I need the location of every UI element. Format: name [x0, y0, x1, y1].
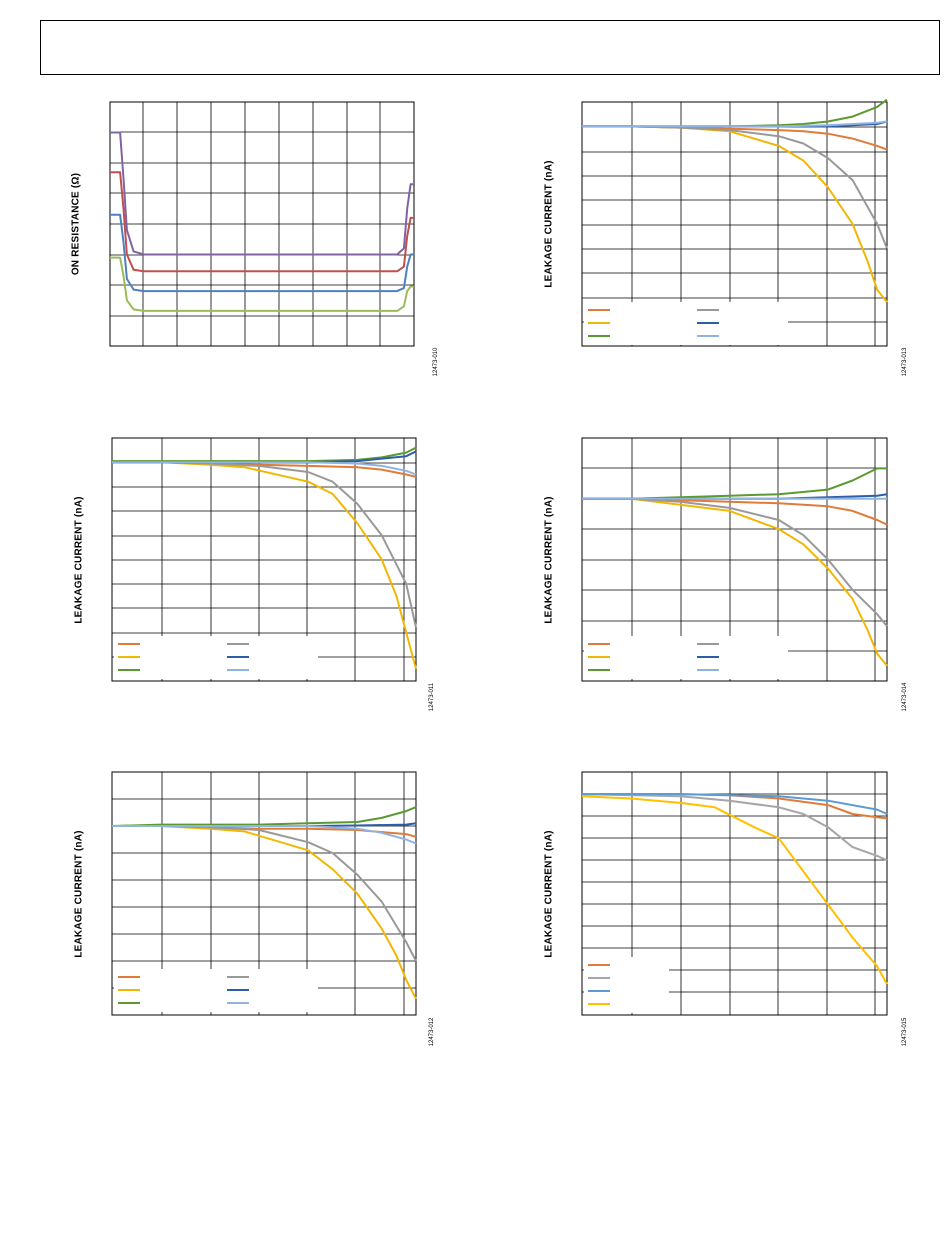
- chart-6-series-3: [582, 793, 888, 815]
- chart-5: [111, 771, 417, 1016]
- chart-2-series-6: [582, 120, 888, 128]
- chart-5-series-6: [112, 825, 417, 845]
- chart-2-series-3: [582, 98, 888, 128]
- chart-2-series-4: [582, 125, 888, 249]
- chart-6: [581, 771, 888, 1016]
- chart-4-series-4: [582, 497, 888, 627]
- chart-3-series-3: [112, 446, 417, 463]
- page-header-box: [40, 20, 940, 75]
- chart-4-series-3: [582, 467, 887, 500]
- chart-5-legend-bg: [114, 969, 318, 1012]
- chart-4-legend-bg: [584, 636, 788, 679]
- chart-3-frame: [111, 437, 417, 682]
- chart-1-series-4: [110, 256, 414, 312]
- chart-1-frame: [109, 101, 415, 347]
- chart-1: [109, 101, 415, 347]
- chart-1-series-2: [110, 171, 414, 273]
- chart-6-series-2: [581, 793, 888, 862]
- chart-6-frame: [581, 771, 888, 1016]
- chart-4-frame: [581, 437, 888, 682]
- chart-5-frame: [111, 771, 417, 1016]
- chart-1-series-1: [110, 131, 414, 256]
- chart-3-legend-bg: [114, 636, 318, 679]
- chart-2-series-2: [582, 125, 888, 303]
- chart-1-series-3: [110, 213, 414, 293]
- chart-3-series-6: [112, 461, 417, 476]
- chart-4: [581, 437, 888, 682]
- chart-5-series-4: [112, 825, 417, 962]
- chart-4-series-2: [582, 497, 888, 667]
- chart-2: [581, 98, 888, 347]
- chart-2-frame: [581, 101, 888, 347]
- chart-6-series-4: [581, 795, 888, 985]
- chart-3: [111, 437, 417, 682]
- chart-2-legend-bg: [584, 302, 788, 345]
- chart-5-series-3: [111, 806, 417, 827]
